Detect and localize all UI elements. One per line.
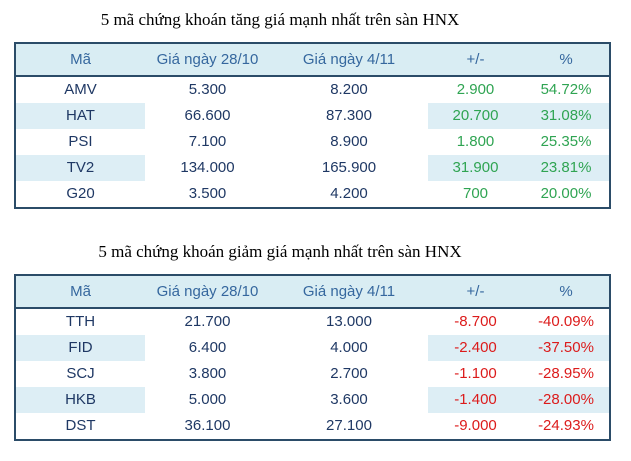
hnx-gainers-section: 5 mã chứng khoán tăng giá mạnh nhất trên…	[0, 0, 631, 209]
price-4-11-cell: 165.900	[321, 159, 377, 176]
stock-code-cell: TV2	[15, 155, 145, 181]
change-cell: -1.100	[454, 365, 497, 382]
stock-code-cell: AMV	[64, 81, 97, 98]
column-header-price-4-11: Giá ngày 4/11	[270, 275, 428, 309]
table-row: HAT 66.600 87.300 20.700 31.08%	[15, 103, 610, 129]
hnx-losers-section: 5 mã chứng khoán giảm giá mạnh nhất trên…	[0, 209, 631, 441]
change-cell: -8.700	[454, 313, 497, 330]
change-cell: -1.400	[428, 387, 523, 413]
gainers-title: 5 mã chứng khoán tăng giá mạnh nhất trên…	[100, 10, 460, 29]
price-4-11-cell: 8.200	[330, 81, 368, 98]
table-row: G20 3.500 4.200 700 20.00%	[15, 181, 610, 208]
price-4-11-cell: 8.900	[330, 133, 368, 150]
percent-cell: 23.81%	[523, 155, 610, 181]
header-row: Mã Giá ngày 28/10 Giá ngày 4/11 +/- %	[15, 43, 610, 77]
hnx-losers-table: Mã Giá ngày 28/10 Giá ngày 4/11 +/- % TT…	[14, 274, 611, 441]
price-28-10-cell: 5.300	[188, 81, 227, 98]
price-4-11-cell: 87.300	[326, 107, 372, 124]
price-28-10-cell: 21.700	[184, 313, 231, 330]
table-row: TTH 21.700 13.000 -8.700 -40.09%	[15, 308, 610, 335]
percent-cell: -24.93%	[538, 417, 594, 434]
percent-cell: 25.35%	[540, 133, 592, 150]
change-cell: -9.000	[454, 417, 497, 434]
column-header-change: +/-	[428, 43, 523, 77]
column-header-code: Mã	[15, 43, 145, 77]
header-row: Mã Giá ngày 28/10 Giá ngày 4/11 +/- %	[15, 275, 610, 309]
losers-table-body: TTH 21.700 13.000 -8.700 -40.09% FID 6.400 4.00…	[15, 308, 610, 440]
price-28-10-cell: 3.500	[188, 185, 227, 202]
change-cell: 31.900	[428, 155, 523, 181]
percent-cell: -28.95%	[538, 365, 594, 382]
table-row: HKB 5.000 3.600 -1.400 -28.00%	[15, 387, 610, 413]
change-cell: -2.400	[428, 335, 523, 361]
table-row: AMV 5.300 8.200 2.900 54.72%	[15, 76, 610, 103]
table-row: DST 36.100 27.100 -9.000 -24.93%	[15, 413, 610, 440]
percent-cell: -40.09%	[538, 313, 594, 330]
column-header-price-28-10: Giá ngày 28/10	[145, 275, 270, 309]
percent-cell: 54.72%	[540, 81, 592, 98]
change-cell: 1.800	[456, 133, 495, 150]
percent-cell: 31.08%	[523, 103, 610, 129]
hnx-gainers-table: Mã Giá ngày 28/10 Giá ngày 4/11 +/- % AM…	[14, 42, 611, 209]
column-header-price-4-11: Giá ngày 4/11	[270, 43, 428, 77]
change-cell: 2.900	[456, 81, 495, 98]
price-4-11-cell: 4.000	[330, 339, 368, 356]
price-4-11-cell: 27.100	[326, 417, 372, 434]
change-cell: 20.700	[428, 103, 523, 129]
percent-cell: -37.50%	[523, 335, 610, 361]
price-28-10-cell: 36.100	[184, 417, 231, 434]
price-28-10-cell: 66.600	[184, 107, 231, 124]
column-header-percent: %	[523, 43, 610, 77]
price-28-10-cell: 3.800	[188, 365, 227, 382]
stock-code-cell: HAT	[15, 103, 145, 129]
column-header-change: +/-	[428, 275, 523, 309]
table-row: PSI 7.100 8.900 1.800 25.35%	[15, 129, 610, 155]
losers-title: 5 mã chứng khoán giảm giá mạnh nhất trên…	[98, 242, 462, 261]
stock-code-cell: PSI	[68, 133, 93, 150]
table-row: SCJ 3.800 2.700 -1.100 -28.95%	[15, 361, 610, 387]
change-cell: 700	[462, 185, 489, 202]
stock-code-cell: HKB	[15, 387, 145, 413]
table-row: TV2 134.000 165.900 31.900 23.81%	[15, 155, 610, 181]
column-header-price-28-10: Giá ngày 28/10	[145, 43, 270, 77]
stock-code-cell: SCJ	[66, 365, 95, 382]
stock-code-cell: DST	[65, 417, 96, 434]
price-28-10-cell: 134.000	[180, 159, 235, 176]
price-28-10-cell: 6.400	[188, 339, 227, 356]
stock-code-cell: G20	[66, 185, 95, 202]
price-4-11-cell: 4.200	[330, 185, 368, 202]
column-header-percent: %	[523, 275, 610, 309]
price-4-11-cell: 3.600	[330, 391, 368, 408]
column-header-code: Mã	[15, 275, 145, 309]
gainers-table-body: AMV 5.300 8.200 2.900 54.72% HAT 66.600 87.300 2…	[15, 76, 610, 208]
percent-cell: 20.00%	[540, 185, 592, 202]
price-4-11-cell: 13.000	[326, 313, 372, 330]
price-28-10-cell: 5.000	[188, 391, 227, 408]
price-28-10-cell: 7.100	[188, 133, 227, 150]
table-row: FID 6.400 4.000 -2.400 -37.50%	[15, 335, 610, 361]
stock-code-cell: TTH	[65, 313, 96, 330]
percent-cell: -28.00%	[523, 387, 610, 413]
price-4-11-cell: 2.700	[330, 365, 368, 382]
stock-code-cell: FID	[15, 335, 145, 361]
